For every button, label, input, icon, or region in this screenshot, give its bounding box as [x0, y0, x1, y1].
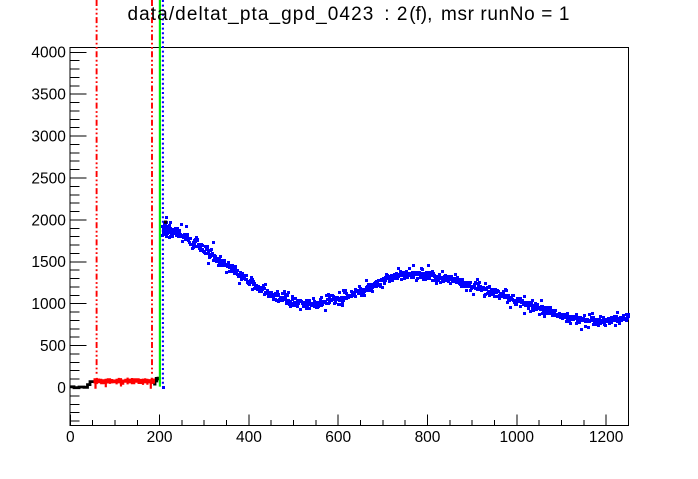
svg-text:3000: 3000: [31, 129, 66, 146]
svg-text:0: 0: [57, 380, 66, 397]
svg-text:800: 800: [415, 429, 441, 446]
svg-text:1500: 1500: [31, 254, 66, 271]
svg-text:600: 600: [325, 429, 351, 446]
svg-text:(f),: (f),: [409, 4, 432, 25]
svg-text:3500: 3500: [31, 87, 66, 104]
svg-text:200: 200: [147, 429, 173, 446]
svg-text:400: 400: [236, 429, 262, 446]
svg-text:1200: 1200: [589, 429, 624, 446]
svg-text::: :: [384, 4, 389, 25]
svg-text:2: 2: [397, 4, 408, 25]
svg-text:4000: 4000: [31, 45, 66, 62]
svg-text:2500: 2500: [31, 170, 66, 187]
svg-text:msr runNo = 1: msr runNo = 1: [441, 4, 569, 25]
svg-text:0: 0: [66, 429, 75, 446]
svg-text:data/deltat_pta_gpd_0423: data/deltat_pta_gpd_0423: [128, 4, 374, 25]
svg-text:500: 500: [40, 338, 66, 355]
svg-text:1000: 1000: [31, 296, 66, 313]
svg-text:1000: 1000: [500, 429, 535, 446]
svg-text:2000: 2000: [31, 212, 66, 229]
